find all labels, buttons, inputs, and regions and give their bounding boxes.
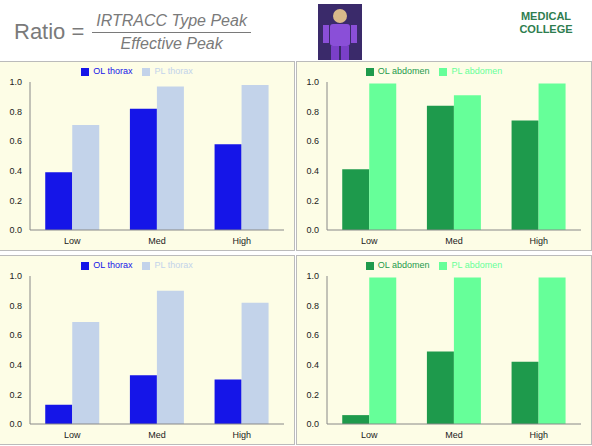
svg-text:0.2: 0.2 (306, 196, 319, 206)
svg-text:High: High (232, 430, 251, 440)
svg-text:0.2: 0.2 (9, 196, 22, 206)
svg-text:0.0: 0.0 (9, 419, 22, 429)
svg-text:Med: Med (148, 236, 166, 246)
svg-text:Low: Low (361, 236, 378, 246)
svg-text:0.8: 0.8 (306, 107, 319, 117)
svg-text:0.6: 0.6 (9, 330, 22, 340)
svg-text:Med: Med (445, 236, 463, 246)
svg-text:0.6: 0.6 (306, 330, 319, 340)
svg-text:0.8: 0.8 (9, 301, 22, 311)
html-text:PL thorax: PL thorax (154, 260, 193, 270)
svg-text:0.4: 0.4 (306, 166, 319, 176)
svg-text:1.0: 1.0 (9, 77, 22, 87)
html-text:OL abdomen: OL abdomen (377, 66, 430, 76)
svg-text:0.2: 0.2 (306, 390, 319, 400)
svg-text:0.4: 0.4 (9, 166, 22, 176)
svg-text:High: High (232, 236, 251, 246)
html-text:Effective Peak: Effective Peak (120, 34, 223, 52)
svg-text:1.0: 1.0 (306, 271, 319, 281)
html-text:PL abdomen: PL abdomen (451, 66, 503, 76)
svg-text:0.0: 0.0 (306, 419, 319, 429)
svg-text:High: High (529, 236, 548, 246)
svg-text:0.8: 0.8 (9, 107, 22, 117)
svg-text:Low: Low (64, 236, 81, 246)
svg-text:0.6: 0.6 (9, 136, 22, 146)
html-text:PL abdomen: PL abdomen (451, 260, 503, 270)
html-text:OL thorax: OL thorax (93, 260, 133, 270)
svg-text:Low: Low (64, 430, 81, 440)
html-text:OL abdomen: OL abdomen (377, 260, 430, 270)
svg-text:0.0: 0.0 (306, 225, 319, 235)
html-text:MEDICAL COLLEGE: MEDICAL COLLEGE (519, 10, 573, 35)
svg-text:Med: Med (148, 430, 166, 440)
html-text:IRTRACC Type Peak: IRTRACC Type Peak (96, 11, 247, 29)
svg-text:0.0: 0.0 (9, 225, 22, 235)
svg-text:Low: Low (361, 430, 378, 440)
svg-text:0.2: 0.2 (9, 390, 22, 400)
svg-text:High: High (529, 430, 548, 440)
svg-text:0.8: 0.8 (306, 301, 319, 311)
html-text:OL thorax: OL thorax (93, 66, 133, 76)
svg-text:Med: Med (445, 430, 463, 440)
html-text:Ratio =: Ratio = (14, 19, 85, 44)
svg-text:0.4: 0.4 (306, 360, 319, 370)
svg-text:1.0: 1.0 (9, 271, 22, 281)
svg-text:0.4: 0.4 (9, 360, 22, 370)
svg-text:1.0: 1.0 (306, 77, 319, 87)
svg-text:0.6: 0.6 (306, 136, 319, 146)
html-text:PL thorax: PL thorax (154, 66, 193, 76)
